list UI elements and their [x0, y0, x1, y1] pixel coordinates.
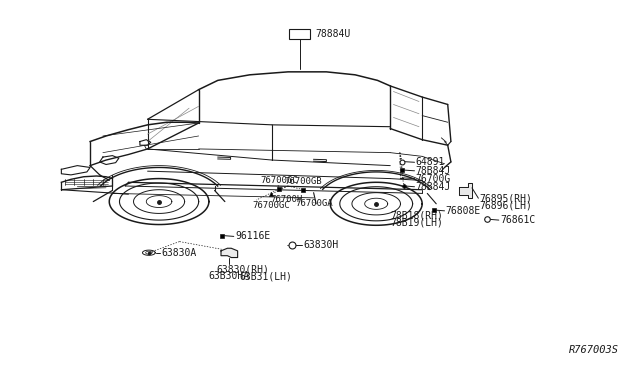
- Text: 76700G: 76700G: [416, 174, 451, 184]
- Text: 78884U: 78884U: [315, 29, 350, 39]
- Text: R767003S: R767003S: [569, 344, 619, 355]
- Text: 76895(RH): 76895(RH): [479, 193, 532, 203]
- Text: 76700H: 76700H: [270, 195, 303, 204]
- Text: 63830H: 63830H: [303, 240, 339, 250]
- Text: 63B31(LH): 63B31(LH): [239, 271, 292, 281]
- Text: 76700GA: 76700GA: [296, 199, 333, 208]
- Text: 76700GC: 76700GC: [260, 176, 298, 185]
- Text: 76808E: 76808E: [446, 206, 481, 216]
- Text: 96116E: 96116E: [235, 231, 270, 241]
- Text: 76700GC: 76700GC: [252, 201, 290, 210]
- Polygon shape: [460, 183, 472, 198]
- Text: 63830A: 63830A: [162, 248, 197, 258]
- Text: 64891: 64891: [416, 157, 445, 167]
- Bar: [289, 29, 310, 39]
- Polygon shape: [221, 248, 237, 257]
- Text: 76861C: 76861C: [500, 215, 535, 225]
- Text: 76700GB: 76700GB: [285, 177, 322, 186]
- Text: 78B84J: 78B84J: [416, 166, 451, 176]
- Text: 78B19(LH): 78B19(LH): [390, 218, 443, 228]
- Text: |: |: [276, 185, 279, 192]
- Text: 78B84J: 78B84J: [416, 182, 451, 192]
- Text: 63B30HA: 63B30HA: [208, 271, 250, 281]
- Text: 78B18(RH): 78B18(RH): [390, 211, 443, 221]
- Text: 76896(LH): 76896(LH): [479, 200, 532, 210]
- Text: 63830(RH): 63830(RH): [216, 264, 269, 275]
